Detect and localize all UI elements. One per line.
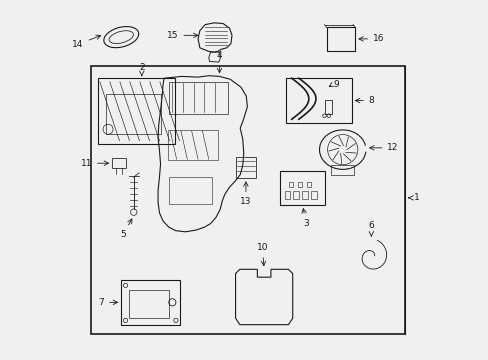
Bar [285, 78, 351, 123]
Bar [330, 165, 354, 175]
Bar [306, 182, 311, 187]
Text: 16: 16 [358, 35, 384, 44]
Bar [168, 177, 211, 204]
Bar [129, 290, 169, 318]
Text: 4: 4 [216, 51, 222, 73]
Bar [284, 191, 289, 199]
Text: 14: 14 [72, 35, 101, 49]
Text: 5: 5 [120, 219, 132, 239]
Text: 9: 9 [332, 80, 338, 89]
Text: 13: 13 [240, 182, 251, 206]
Bar [169, 82, 228, 114]
Text: 10: 10 [256, 243, 267, 266]
Text: 11: 11 [81, 159, 108, 168]
Bar [167, 130, 217, 160]
Bar [302, 191, 307, 199]
Bar [326, 27, 354, 51]
Text: 3: 3 [301, 209, 308, 228]
Text: 7: 7 [98, 298, 117, 307]
Text: 12: 12 [369, 143, 398, 152]
Bar [106, 94, 161, 134]
Bar [280, 171, 324, 205]
Text: 2: 2 [139, 63, 144, 72]
Bar [293, 191, 298, 199]
Text: 15: 15 [166, 31, 198, 40]
Bar [288, 182, 293, 187]
Bar [235, 157, 256, 178]
Bar [324, 100, 331, 114]
Bar [121, 280, 180, 325]
Bar [298, 182, 302, 187]
Text: 8: 8 [355, 96, 374, 105]
Bar [98, 78, 175, 144]
Bar [91, 66, 405, 334]
Bar [112, 158, 125, 168]
Bar [311, 191, 316, 199]
Text: 1: 1 [407, 193, 419, 202]
Text: 6: 6 [367, 221, 373, 236]
